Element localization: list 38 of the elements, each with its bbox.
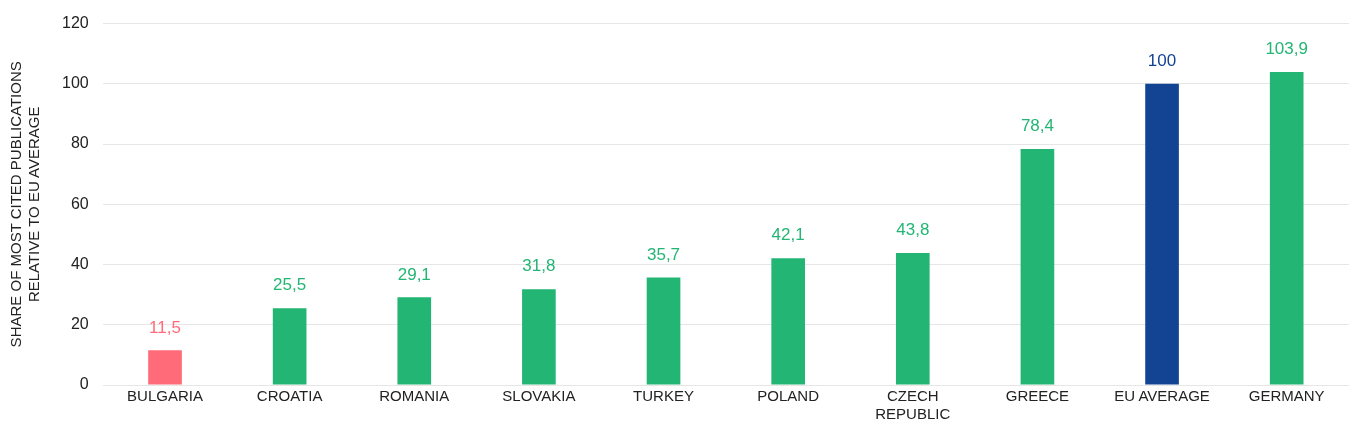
x-tick-label: TURKEY (633, 387, 694, 405)
data-label: 35,7 (646, 244, 681, 264)
bar (1269, 72, 1304, 385)
data-label: 78,4 (1020, 116, 1054, 136)
bar (646, 277, 681, 385)
data-label: 100 (1147, 51, 1177, 71)
data-label: 42,1 (771, 225, 805, 245)
x-tick-label: POLAND (757, 387, 820, 405)
data-label: 25,5 (273, 275, 307, 295)
data-label: 103,9 (1265, 39, 1308, 59)
y-tick-label: 100 (61, 74, 89, 92)
bar (148, 350, 182, 385)
y-tick-label: 60 (70, 194, 89, 212)
y-axis-title: SHARE OF MOST CITED PUBLICATIONS RELATIVE TO EU AVERAGE (7, 61, 43, 348)
y-tick-label: 40 (70, 254, 89, 272)
x-tick-label: ROMANIA (379, 387, 450, 405)
data-label: 31,8 (522, 256, 556, 276)
y-tick-label: 0 (79, 375, 89, 393)
data-label: 43,8 (896, 220, 930, 240)
data-label: 29,1 (397, 264, 431, 284)
bar (522, 289, 556, 385)
bar (1145, 83, 1179, 385)
y-tick-label: 80 (70, 134, 89, 152)
data-label: 11,5 (149, 317, 181, 337)
bar (771, 258, 805, 385)
x-tick-label: GREECE (1005, 387, 1070, 405)
x-tick-label: GERMANY (1248, 387, 1325, 405)
y-tick-label: 20 (70, 315, 89, 333)
bar (397, 297, 432, 385)
bar (895, 253, 930, 385)
x-tick-label: CROATIA (256, 387, 323, 405)
x-tick-label: BULGARIA (127, 387, 203, 405)
bar (1020, 148, 1055, 385)
x-tick-label: CZECH REPUBLIC (875, 387, 951, 423)
x-tick-label: SLOVAKIA (502, 387, 576, 405)
bar (272, 308, 307, 385)
y-tick-label: 120 (61, 14, 89, 32)
x-tick-label: EU AVERAGE (1114, 387, 1210, 405)
